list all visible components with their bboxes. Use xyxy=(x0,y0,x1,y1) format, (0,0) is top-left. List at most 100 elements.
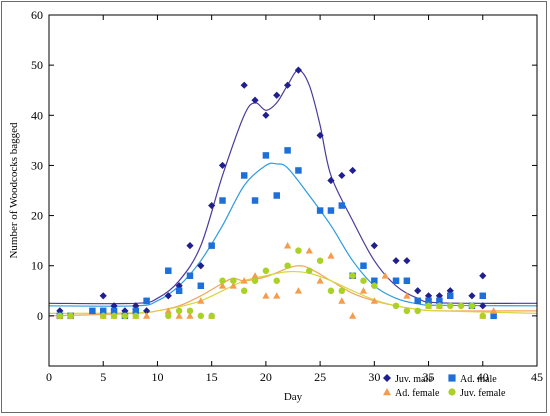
ad-male-point xyxy=(447,292,454,300)
juv-male-point xyxy=(316,131,324,139)
juv-male-point xyxy=(414,287,422,295)
ad-female-legend-label: Ad. female xyxy=(395,388,440,399)
juv-male-point xyxy=(435,292,443,300)
juv-female-point xyxy=(371,282,378,290)
ad-female-point xyxy=(229,282,237,289)
juv-male-point xyxy=(468,292,476,300)
ad-female-point xyxy=(197,297,205,304)
ad-male-point xyxy=(327,207,335,214)
x-tick-label: 45 xyxy=(531,370,543,384)
juv-male-point xyxy=(479,272,487,280)
ad-male-point xyxy=(165,267,172,274)
ad-male-point xyxy=(219,197,226,204)
juv-female-point xyxy=(230,277,237,284)
ad-female-point xyxy=(294,287,303,294)
ad-male-point xyxy=(208,242,215,249)
juv-female-point xyxy=(392,302,400,310)
ad-female-point xyxy=(490,307,498,314)
ad-male-point xyxy=(490,312,497,320)
ad-female-point xyxy=(305,247,313,254)
ad-female-point xyxy=(403,292,411,299)
y-tick-label: 10 xyxy=(31,259,43,273)
y-tick-label: 40 xyxy=(31,108,43,122)
juv-female-point xyxy=(262,267,270,274)
juv-male-point xyxy=(262,111,270,119)
ad-male-point xyxy=(251,197,259,204)
juv-female-point xyxy=(99,312,107,320)
ad-female-point xyxy=(175,312,183,319)
juv-female-point xyxy=(219,277,226,284)
ad-male-point xyxy=(284,147,291,154)
juv-female-point xyxy=(121,312,129,320)
ad-male-point xyxy=(143,297,150,305)
ad-male-point xyxy=(89,307,96,315)
juv-female-point xyxy=(56,312,64,320)
y-axis-label: Number of Woodcocks bagged xyxy=(8,122,20,259)
ad-female-point xyxy=(251,272,259,279)
juv-male-point xyxy=(370,242,378,250)
juv-male-point xyxy=(56,307,64,315)
y-tick-label: 30 xyxy=(31,158,43,172)
juv-female-point xyxy=(165,312,172,320)
ad-male-point xyxy=(186,272,194,279)
ad-male-point xyxy=(273,192,280,199)
x-tick-label: 15 xyxy=(206,370,218,384)
juv-male-point xyxy=(251,96,259,104)
juv-male-point xyxy=(294,66,303,74)
x-tick-label: 10 xyxy=(151,370,163,384)
juv-female-point xyxy=(186,307,194,315)
ad-male-point xyxy=(403,277,411,284)
y-tick-label: 0 xyxy=(37,309,43,323)
ad-female-point xyxy=(327,252,335,259)
ad-male-fit-curve xyxy=(48,162,538,307)
juv-female-point xyxy=(403,307,411,315)
y-tick-label: 60 xyxy=(31,8,43,22)
legend: Juv. male Ad. male Ad. female Juv. female xyxy=(383,374,506,399)
x-tick-label: 35 xyxy=(423,370,435,384)
juv-male-legend-label: Juv. male xyxy=(395,374,433,385)
juv-female-point xyxy=(208,312,215,320)
ad-female-point xyxy=(338,297,346,304)
juv-female-point xyxy=(436,302,443,310)
ad-female-point xyxy=(316,277,324,284)
ad-male-point xyxy=(262,152,270,159)
juv-male-point xyxy=(99,292,107,300)
juv-female-point xyxy=(338,287,346,295)
juv-male-point xyxy=(283,81,292,89)
juv-female-point xyxy=(327,287,335,295)
juv-male-point xyxy=(338,171,346,180)
juv-male-point xyxy=(392,257,400,265)
ad-male-point xyxy=(99,307,107,315)
x-tick-label: 0 xyxy=(46,370,52,384)
ad-male-point xyxy=(436,297,443,305)
ad-male-point xyxy=(360,262,367,269)
juv-female-point xyxy=(457,302,465,310)
ad-female-point xyxy=(218,282,227,289)
y-tick-label: 20 xyxy=(31,209,43,223)
ad-female-point xyxy=(283,242,292,249)
ad-female-point xyxy=(359,287,368,294)
ad-female-point xyxy=(143,312,151,319)
ad-female-legend-marker xyxy=(383,388,391,396)
juv-male-point xyxy=(403,257,411,265)
juv-female-point xyxy=(479,312,487,320)
juv-female-point xyxy=(295,247,302,254)
x-tick-label: 5 xyxy=(100,370,106,384)
juv-male-point xyxy=(143,307,151,315)
ad-male-point xyxy=(338,202,346,209)
juv-male-point xyxy=(479,302,487,310)
juv-male-point xyxy=(327,176,335,185)
ad-male-point xyxy=(240,172,248,179)
ad-male-point xyxy=(479,292,487,300)
juv-male-point xyxy=(197,262,205,270)
juv-female-point xyxy=(316,257,324,264)
juv-male-point xyxy=(424,292,433,300)
plot-area xyxy=(48,14,538,367)
ad-female-point xyxy=(381,272,389,279)
juv-female-point xyxy=(447,302,454,310)
x-tick-label: 20 xyxy=(260,370,272,384)
ad-male-legend-label: Ad. male xyxy=(460,374,497,385)
juv-female-point xyxy=(284,262,291,269)
